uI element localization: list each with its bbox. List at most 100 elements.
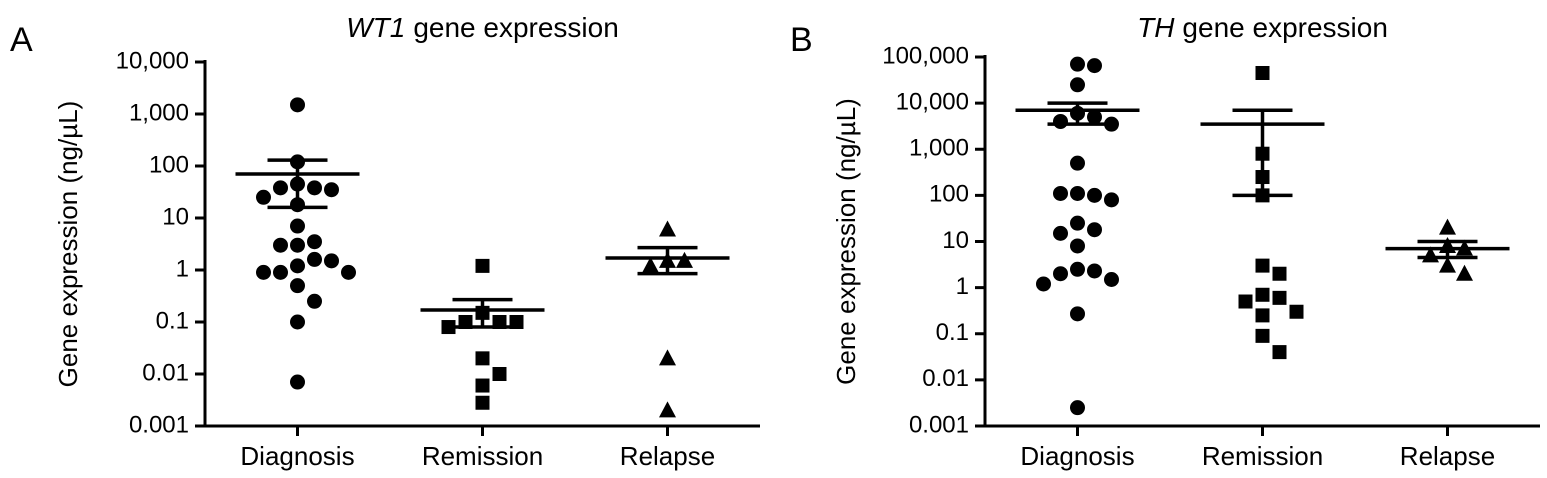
y-axis-label: Gene expression (ng/µL) (831, 98, 861, 385)
data-point (290, 237, 305, 253)
data-point (256, 189, 271, 205)
data-point (1070, 215, 1085, 231)
x-tick-label: Relapse (620, 441, 715, 471)
y-axis-label: Gene expression (ng/µL) (53, 101, 83, 388)
data-point (492, 367, 507, 381)
data-point (1456, 264, 1473, 281)
title-text: gene expression (1182, 12, 1387, 43)
y-tick-label: 1 (176, 255, 189, 282)
data-point (273, 264, 288, 280)
panel-label: B (790, 21, 813, 59)
data-point (1255, 287, 1270, 302)
data-point (676, 251, 693, 268)
data-point (475, 378, 490, 393)
y-tick-label: 10 (162, 203, 189, 230)
data-point (475, 258, 490, 273)
data-point (1070, 155, 1085, 171)
data-point (1070, 400, 1085, 416)
title-gene: WT1 (346, 12, 405, 43)
x-tick-label: Remission (422, 441, 543, 471)
x-tick-label: Relapse (1400, 441, 1495, 471)
data-point (324, 253, 339, 269)
data-point (307, 234, 322, 250)
y-tick-label: 10,000 (896, 88, 969, 115)
data-point (1070, 238, 1085, 254)
data-point (1272, 266, 1287, 281)
data-point (1070, 77, 1085, 93)
data-point (290, 218, 305, 234)
y-tick-label: 10,000 (116, 47, 189, 74)
data-point (1070, 56, 1085, 72)
data-point (307, 180, 322, 196)
data-point (441, 320, 456, 335)
data-point (1104, 116, 1119, 132)
chart-title: WT1 gene expression (346, 12, 619, 43)
data-point (1036, 276, 1051, 292)
data-point (1053, 185, 1068, 201)
data-point (475, 351, 490, 366)
data-point (1070, 261, 1085, 277)
data-point (1255, 308, 1270, 323)
data-point (273, 180, 288, 196)
x-tick-label: Diagnosis (240, 441, 354, 471)
data-point (1439, 256, 1456, 273)
data-point (290, 278, 305, 294)
data-point (1255, 328, 1270, 343)
y-tick-label: 100 (149, 151, 189, 178)
data-point (1070, 185, 1085, 201)
y-tick-label: 0.01 (142, 359, 189, 386)
y-tick-label: 1,000 (129, 99, 189, 126)
data-point (1255, 258, 1270, 273)
x-tick-label: Diagnosis (1020, 441, 1134, 471)
y-tick-label: 0.001 (129, 411, 189, 438)
data-point (273, 237, 288, 253)
y-tick-label: 100 (929, 181, 969, 208)
y-tick-label: 1 (956, 273, 969, 300)
data-point (307, 251, 322, 267)
data-point (1272, 290, 1287, 305)
y-tick-label: 0.1 (936, 319, 969, 346)
data-point (659, 349, 676, 366)
data-point (307, 293, 322, 309)
data-point (290, 258, 305, 274)
data-point (290, 314, 305, 330)
data-point (642, 256, 659, 273)
y-tick-label: 100,000 (882, 42, 969, 69)
data-point (341, 264, 356, 280)
data-point (1087, 222, 1102, 238)
y-tick-label: 0.001 (909, 411, 969, 438)
data-point (1087, 187, 1102, 203)
y-tick-label: 0.01 (922, 365, 969, 392)
chart-title: TH gene expression (1137, 12, 1388, 43)
title-gene: TH (1137, 12, 1175, 43)
data-point (1255, 65, 1270, 80)
y-tick-label: 10 (942, 227, 969, 254)
data-point (1087, 58, 1102, 74)
panel-label: A (10, 21, 33, 59)
data-point (324, 182, 339, 198)
data-point (1087, 109, 1102, 125)
data-point (1070, 306, 1085, 322)
data-point (1053, 113, 1068, 129)
data-point (1439, 218, 1456, 235)
data-point (290, 97, 305, 113)
data-point (659, 220, 676, 237)
data-point (1053, 266, 1068, 282)
y-tick-label: 1,000 (909, 135, 969, 162)
data-point (1104, 192, 1119, 208)
data-point (1087, 263, 1102, 279)
data-point (509, 315, 524, 329)
data-point (475, 395, 490, 410)
data-point (659, 401, 676, 418)
data-point (1289, 304, 1304, 319)
data-point (1272, 345, 1287, 360)
data-point (1104, 272, 1119, 288)
x-tick-label: Remission (1202, 441, 1323, 471)
data-point (1053, 225, 1068, 241)
data-point (256, 264, 271, 280)
title-text: gene expression (413, 12, 618, 43)
data-point (1238, 294, 1253, 309)
data-point (290, 374, 305, 390)
y-tick-label: 0.1 (156, 307, 189, 334)
